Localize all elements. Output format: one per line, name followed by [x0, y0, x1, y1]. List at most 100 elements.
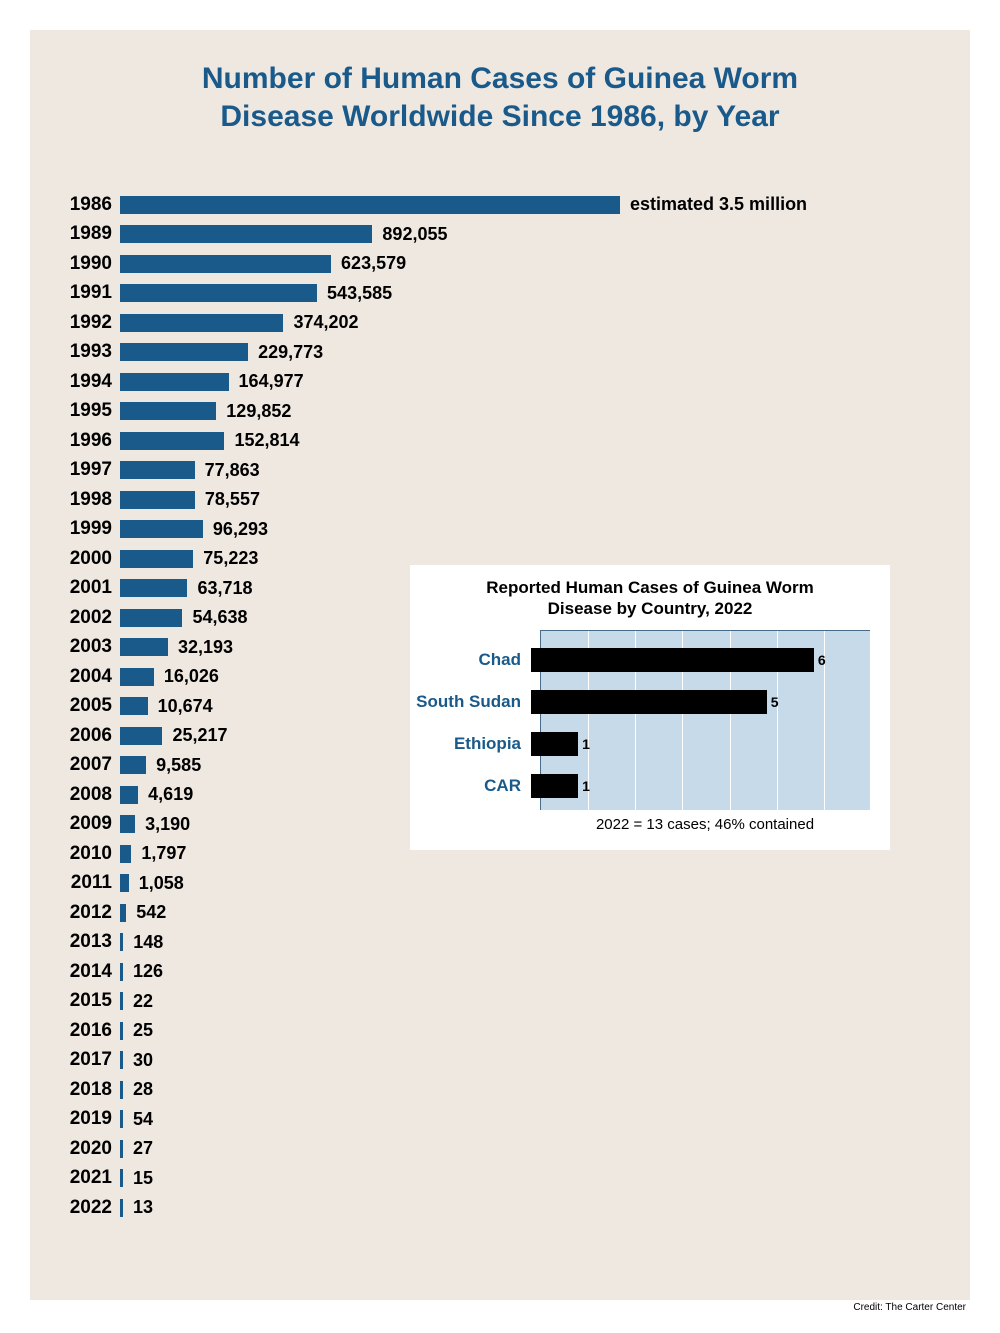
inset-country-label: Chad [411, 650, 531, 670]
year-label: 2002 [60, 607, 120, 629]
bar-value-label: estimated 3.5 million [620, 194, 807, 215]
bar-value-label: 148 [123, 932, 163, 953]
bar [120, 432, 224, 450]
bar-value-label: 75,223 [193, 548, 258, 569]
bar [120, 727, 162, 745]
year-label: 2021 [60, 1167, 120, 1189]
bar-track: 164,977 [120, 367, 940, 397]
inset-row: CAR1 [411, 769, 870, 803]
bar-value-label: 54,638 [182, 607, 247, 628]
year-label: 1989 [60, 223, 120, 245]
bar-value-label: 78,557 [195, 489, 260, 510]
chart-row: 199878,557 [60, 485, 940, 515]
bar-value-label: 374,202 [283, 312, 358, 333]
bar [120, 697, 148, 715]
year-label: 2017 [60, 1049, 120, 1071]
year-label: 2022 [60, 1197, 120, 1219]
year-label: 2007 [60, 754, 120, 776]
year-label: 1990 [60, 253, 120, 275]
bar-track: 13 [120, 1193, 940, 1223]
bar-track: 892,055 [120, 220, 940, 250]
bar [120, 373, 229, 391]
bar [120, 579, 187, 597]
chart-row: 201828 [60, 1075, 940, 1105]
inset-bar [531, 690, 767, 714]
bar-value-label: 4,619 [138, 784, 193, 805]
chart-row: 201954 [60, 1105, 940, 1135]
title-line-1: Number of Human Cases of Guinea Worm [202, 62, 798, 95]
chart-title: Number of Human Cases of Guinea Worm Dis… [30, 30, 970, 135]
chart-row: 1994 164,977 [60, 367, 940, 397]
year-label: 1996 [60, 430, 120, 452]
bar-track: 542 [120, 898, 940, 928]
bar-value-label: 16,026 [154, 666, 219, 687]
chart-row: 1995129,852 [60, 397, 940, 427]
bar [120, 314, 283, 332]
year-label: 2019 [60, 1108, 120, 1130]
bar-track: 27 [120, 1134, 940, 1164]
bar [120, 815, 135, 833]
year-label: 2008 [60, 784, 120, 806]
bar-value-label: 13 [123, 1197, 153, 1218]
inset-bar [531, 732, 578, 756]
inset-gridline [871, 631, 872, 810]
year-label: 2012 [60, 902, 120, 924]
bar-value-label: 1,797 [131, 843, 186, 864]
year-label: 1997 [60, 459, 120, 481]
inset-country-label: Ethiopia [411, 734, 531, 754]
inset-bar-chart: Chad6South Sudan5Ethiopia1CAR1 [540, 630, 870, 810]
inset-country-label: South Sudan [411, 692, 531, 712]
bar [120, 520, 203, 538]
bar-track: 25 [120, 1016, 940, 1046]
bar-track: 543,585 [120, 279, 940, 309]
inset-title-line-1: Reported Human Cases of Guinea Worm [486, 578, 813, 597]
inset-panel: Reported Human Cases of Guinea Worm Dise… [410, 565, 890, 850]
year-label: 2005 [60, 695, 120, 717]
year-label: 2006 [60, 725, 120, 747]
bar [120, 845, 131, 863]
bar-value-label: 542 [126, 902, 166, 923]
bar [120, 284, 317, 302]
chart-row: 199996,293 [60, 515, 940, 545]
bar-value-label: 54 [123, 1109, 153, 1130]
bar-value-label: 152,814 [224, 430, 299, 451]
bar [120, 638, 168, 656]
year-label: 2014 [60, 961, 120, 983]
bar [120, 756, 146, 774]
bar-track: 148 [120, 928, 940, 958]
inset-row: South Sudan 5 [411, 685, 870, 719]
bar-value-label: 3,190 [135, 814, 190, 835]
year-label: 2003 [60, 636, 120, 658]
bar-track: estimated 3.5 million [120, 190, 940, 220]
bar-track: 15 [120, 1164, 940, 1194]
year-label: 2000 [60, 548, 120, 570]
chart-row: 1991 543,585 [60, 279, 940, 309]
inset-title: Reported Human Cases of Guinea Worm Dise… [420, 577, 880, 620]
inset-title-line-2: Disease by Country, 2022 [548, 599, 753, 618]
bar-value-label: 96,293 [203, 519, 268, 540]
bar [120, 874, 129, 892]
year-label: 1991 [60, 282, 120, 304]
chart-row: 199777,863 [60, 456, 940, 486]
year-label: 2020 [60, 1138, 120, 1160]
bar-value-label: 30 [123, 1050, 153, 1071]
bar [120, 491, 195, 509]
inset-bar-value-label: 5 [767, 694, 779, 710]
chart-row: 1996 152,814 [60, 426, 940, 456]
bar-value-label: 543,585 [317, 283, 392, 304]
year-label: 2018 [60, 1079, 120, 1101]
bar-value-label: 164,977 [229, 371, 304, 392]
bar-value-label: 10,674 [148, 696, 213, 717]
bar-track: 126 [120, 957, 940, 987]
bar-value-label: 15 [123, 1168, 153, 1189]
bar [120, 196, 620, 214]
bar-value-label: 63,718 [187, 578, 252, 599]
bar-track: 229,773 [120, 338, 940, 368]
bar-track: 30 [120, 1046, 940, 1076]
inset-bar-value-label: 1 [578, 736, 590, 752]
chart-row: 1993229,773 [60, 338, 940, 368]
inset-bar-value-label: 6 [814, 652, 826, 668]
chart-row: 20111,058 [60, 869, 940, 899]
year-label: 1994 [60, 371, 120, 393]
year-label: 1995 [60, 400, 120, 422]
